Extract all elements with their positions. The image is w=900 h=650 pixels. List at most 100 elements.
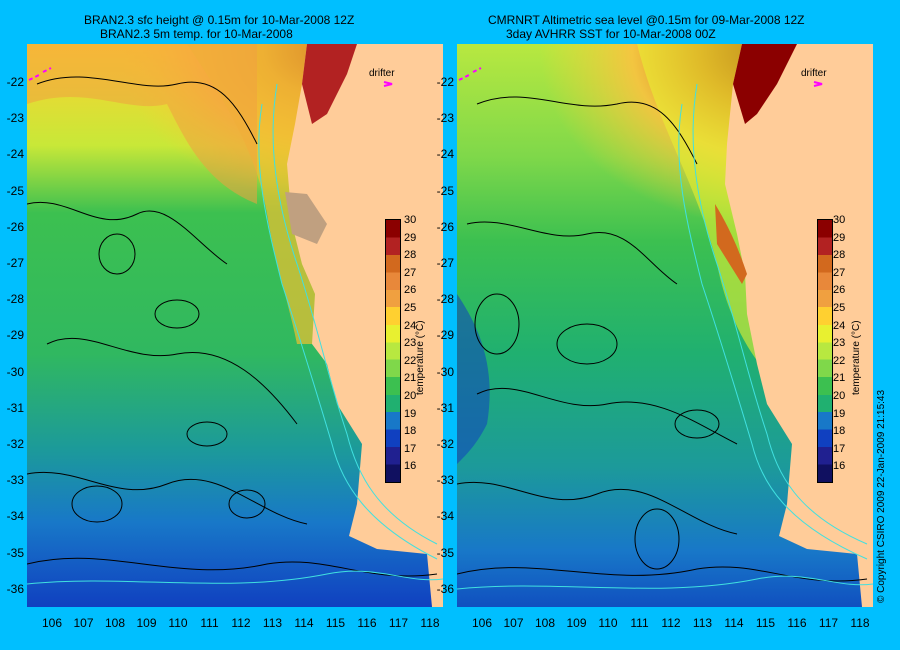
left-lon-label: 116 [357,616,377,630]
left-colorbar-tick: 24 [404,319,417,332]
right-colorbar-tick: 27 [833,266,846,279]
left-colorbar-tick: 23 [404,337,417,350]
left-lon-label: 113 [262,616,283,630]
right-lon-label: 118 [850,616,870,630]
right-colorbar-tick: 25 [833,302,846,314]
right-colorbar-tick: 28 [833,249,846,262]
right-lat-label: -32 [436,437,454,451]
right-colorbar-tick: 19 [833,407,846,420]
left-colorbar-tick: 30 [404,214,417,226]
left-colorbar-tick: 17 [404,442,417,455]
right-lat-label: -36 [436,581,454,596]
left-lat-label: -22 [6,75,24,89]
left-lon-label: 106 [41,616,63,630]
right-lon-label: 115 [755,616,776,630]
left-colorbar-tick: 28 [404,249,417,262]
right-lat-label: -25 [436,183,454,198]
right-lat-label: -29 [436,328,454,343]
right-title-line1: CMRNRT Altimetric sea level @0.15m for 0… [488,13,805,27]
left-lat-label: -26 [6,219,24,234]
right-lat-label: -26 [436,219,454,234]
right-colorbar-tick: 29 [833,231,846,244]
right-lat-label: -27 [436,256,454,270]
right-colorbar-tick: 16 [833,460,846,473]
left-colorbar-tick: 18 [404,425,417,438]
left-lon-label: 111 [200,616,219,630]
left-lon-label: 118 [420,616,440,630]
left-colorbar-label: temperature (°C) [415,320,426,395]
left-lat-label: -25 [6,183,24,198]
left-lat-label: -36 [6,581,24,596]
left-lon-label: 114 [294,616,314,630]
right-lon-label: 114 [724,616,744,630]
left-lon-label: 108 [104,616,126,630]
right-colorbar-tick: 30 [833,214,846,226]
right-lat-label: -34 [436,509,454,524]
left-colorbar-tick: 25 [404,302,417,314]
left-lon-label: 107 [73,616,94,630]
left-sst-map [27,44,443,607]
left-lat-label: -31 [6,400,24,415]
left-lat-label: -29 [6,328,24,343]
right-colorbar-label: temperature (°C) [851,320,862,395]
left-colorbar-tick: 26 [404,284,417,297]
left-lon-label: 110 [168,616,188,630]
right-colorbar-tick: 20 [833,390,846,402]
right-lat-label: -35 [436,545,454,560]
right-lat-label: -24 [436,147,454,162]
left-lat-label: -33 [6,473,24,488]
left-lat-label: -24 [6,147,24,162]
right-drifter-label: drifter [801,68,827,79]
right-lon-label: 116 [787,616,807,630]
left-lon-label: 109 [136,616,157,630]
left-lat-label: -28 [6,292,24,307]
right-colorbar-tick: 22 [833,354,846,367]
right-lon-label: 117 [818,616,839,630]
right-lon-label: 106 [471,616,493,630]
left-lat-label: -27 [6,256,24,270]
left-colorbar-tick: 16 [404,460,417,473]
right-lat-label: -23 [436,111,454,126]
left-drifter-label: drifter [369,68,395,79]
right-colorbar-tick: 23 [833,337,846,350]
left-lon-label: 117 [388,616,409,630]
left-lat-label: -32 [6,437,24,451]
left-colorbar-tick: 27 [404,266,417,279]
left-colorbar-tick: 20 [404,390,417,402]
left-title-line2: BRAN2.3 5m temp. for 10-Mar-2008 [100,27,293,41]
left-map-panel: drifter [27,44,443,607]
left-lon-label: 112 [231,616,251,630]
left-lat-label: -23 [6,111,24,126]
right-sst-map [457,44,873,607]
right-lon-label: 109 [566,616,587,630]
right-lon-label: 107 [503,616,524,630]
right-lat-label: -22 [436,75,454,89]
left-lat-label: -34 [6,509,24,524]
right-colorbar-tick: 26 [833,284,846,297]
right-lat-label: -31 [436,400,454,415]
right-lon-label: 113 [692,616,713,630]
left-lat-label: -35 [6,545,24,560]
right-map-panel: drifter [457,44,873,607]
left-lon-label: 115 [325,616,346,630]
right-colorbar-tick: 17 [833,442,846,455]
left-colorbar-tick: 29 [404,231,417,244]
right-title-line2: 3day AVHRR SST for 10-Mar-2008 00Z [506,27,716,41]
left-title-line1: BRAN2.3 sfc height @ 0.15m for 10-Mar-20… [84,13,355,27]
right-lon-label: 108 [534,616,556,630]
copyright-text: © Copyright CSIRO 2009 22-Jan-2009 21:15… [876,389,887,603]
right-colorbar [817,219,833,483]
left-colorbar-tick: 21 [404,372,417,385]
left-colorbar-tick: 22 [404,354,417,367]
right-colorbar-tick: 18 [833,425,846,438]
left-lat-label: -30 [6,364,24,379]
right-lat-label: -33 [436,473,454,488]
right-colorbar-tick: 24 [833,319,846,332]
right-lon-label: 111 [630,616,649,630]
right-lon-label: 110 [598,616,618,630]
left-colorbar [385,219,401,483]
right-colorbar-tick: 21 [833,372,846,385]
right-lat-label: -28 [436,292,454,307]
right-lon-label: 112 [661,616,681,630]
right-lat-label: -30 [436,364,454,379]
